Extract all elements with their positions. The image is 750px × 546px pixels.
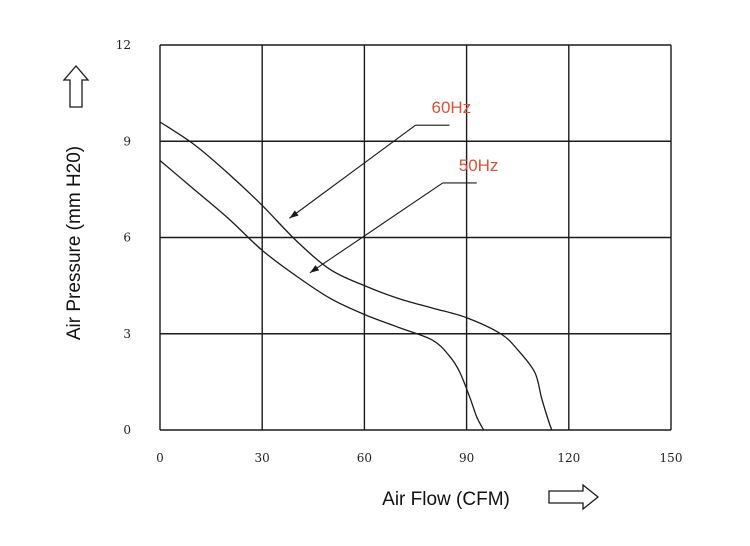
x-tick-label: 0 <box>156 451 164 465</box>
leader-line <box>289 124 416 219</box>
y-axis-title: Air Pressure (mm H20) <box>64 146 85 340</box>
x-tick-label: 30 <box>255 451 270 465</box>
y-tick-label: 9 <box>123 134 131 148</box>
tick-labels: 0 30 60 90 120 150 0 3 6 9 12 <box>116 38 683 465</box>
series-line-50hz <box>159 160 485 431</box>
arrowhead-icon <box>289 210 299 219</box>
x-tick-label: 120 <box>557 451 580 465</box>
curves <box>159 121 553 431</box>
y-tick-label: 0 <box>123 423 131 437</box>
grid <box>159 44 672 431</box>
x-axis-arrow-icon <box>548 483 600 511</box>
leader-line <box>309 182 444 274</box>
arrowhead-icon <box>309 265 320 273</box>
y-tick-label: 3 <box>123 327 131 341</box>
series-label-50hz: 50Hz <box>459 156 499 175</box>
x-tick-label: 60 <box>357 451 372 465</box>
annotations: 60Hz 50Hz <box>289 98 499 274</box>
series-line-60hz <box>159 121 553 431</box>
y-tick-label: 6 <box>123 231 131 245</box>
x-tick-label: 90 <box>459 451 474 465</box>
series-label-60hz: 60Hz <box>432 98 472 117</box>
x-tick-label: 150 <box>660 451 683 465</box>
y-axis-arrow-icon <box>62 65 90 108</box>
x-axis-title: Air Flow (CFM) <box>382 489 510 510</box>
y-tick-label: 12 <box>116 38 131 52</box>
